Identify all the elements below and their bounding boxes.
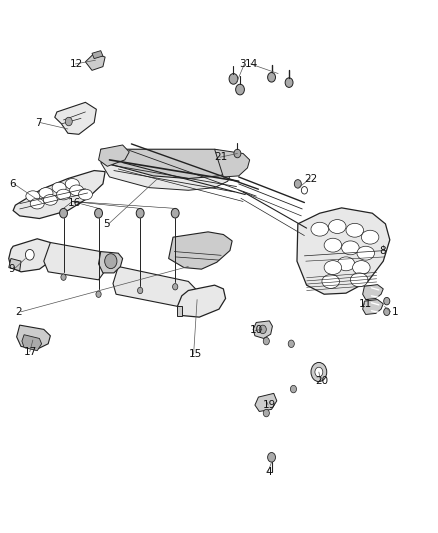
Ellipse shape: [65, 179, 79, 189]
Polygon shape: [101, 163, 232, 190]
Polygon shape: [99, 145, 129, 166]
Circle shape: [105, 254, 117, 269]
Ellipse shape: [346, 223, 364, 237]
Circle shape: [236, 84, 244, 95]
Polygon shape: [113, 266, 197, 308]
Circle shape: [268, 72, 276, 82]
Polygon shape: [9, 239, 55, 272]
Circle shape: [65, 117, 72, 126]
Text: 7: 7: [35, 118, 42, 127]
Circle shape: [25, 249, 34, 260]
Circle shape: [268, 453, 276, 462]
Ellipse shape: [324, 261, 342, 274]
Polygon shape: [255, 393, 277, 411]
Polygon shape: [363, 285, 383, 300]
Polygon shape: [17, 325, 50, 349]
Text: 10: 10: [250, 326, 263, 335]
Ellipse shape: [43, 195, 57, 205]
Text: 17: 17: [24, 347, 37, 357]
Circle shape: [285, 78, 293, 87]
Polygon shape: [177, 285, 226, 317]
Polygon shape: [92, 51, 103, 59]
Text: 21: 21: [215, 152, 228, 162]
Circle shape: [229, 74, 238, 84]
Text: 19: 19: [263, 400, 276, 410]
Text: 6: 6: [9, 179, 15, 189]
Text: 11: 11: [359, 299, 372, 309]
Circle shape: [259, 325, 266, 334]
Text: 3: 3: [239, 59, 245, 69]
Text: 22: 22: [304, 174, 318, 183]
Circle shape: [301, 187, 307, 194]
Polygon shape: [22, 335, 42, 351]
Text: 5: 5: [103, 219, 110, 229]
Ellipse shape: [39, 188, 53, 198]
Ellipse shape: [324, 238, 342, 252]
Polygon shape: [297, 208, 390, 294]
Circle shape: [60, 208, 67, 218]
Ellipse shape: [57, 189, 71, 200]
Circle shape: [138, 287, 143, 294]
Polygon shape: [253, 321, 272, 338]
Ellipse shape: [78, 189, 92, 200]
Polygon shape: [9, 259, 21, 271]
Text: 20: 20: [315, 376, 328, 386]
Polygon shape: [55, 102, 96, 134]
Circle shape: [61, 274, 66, 280]
Circle shape: [384, 297, 390, 305]
Ellipse shape: [342, 241, 359, 255]
Circle shape: [96, 291, 101, 297]
Text: 16: 16: [68, 198, 81, 207]
Polygon shape: [44, 243, 110, 280]
Ellipse shape: [353, 261, 370, 274]
Circle shape: [384, 308, 390, 316]
Ellipse shape: [30, 198, 44, 209]
Circle shape: [290, 385, 297, 393]
Ellipse shape: [52, 182, 66, 193]
Text: 2: 2: [15, 307, 22, 317]
Polygon shape: [99, 252, 123, 273]
Ellipse shape: [26, 191, 40, 201]
Ellipse shape: [361, 230, 379, 244]
Circle shape: [294, 180, 301, 188]
Text: 8: 8: [379, 246, 385, 255]
Text: 9: 9: [9, 264, 15, 274]
Circle shape: [136, 208, 144, 218]
Circle shape: [315, 367, 323, 377]
Polygon shape: [101, 149, 245, 179]
Ellipse shape: [350, 273, 368, 287]
Polygon shape: [177, 306, 182, 316]
Circle shape: [288, 340, 294, 348]
Ellipse shape: [337, 257, 355, 271]
Circle shape: [263, 337, 269, 345]
Circle shape: [311, 362, 327, 382]
Ellipse shape: [311, 222, 328, 236]
Text: 14: 14: [245, 59, 258, 69]
Text: 1: 1: [392, 307, 399, 317]
Text: 4: 4: [265, 467, 272, 477]
Polygon shape: [363, 300, 383, 314]
Ellipse shape: [357, 246, 374, 260]
Ellipse shape: [328, 220, 346, 233]
Text: 15: 15: [188, 350, 201, 359]
Polygon shape: [13, 171, 105, 219]
Circle shape: [95, 208, 102, 218]
Circle shape: [263, 409, 269, 417]
Text: 12: 12: [70, 59, 83, 69]
Circle shape: [234, 149, 241, 158]
Polygon shape: [169, 232, 232, 269]
Ellipse shape: [70, 185, 84, 196]
Polygon shape: [85, 53, 105, 70]
Polygon shape: [215, 149, 250, 177]
Circle shape: [171, 208, 179, 218]
Ellipse shape: [322, 274, 339, 288]
Circle shape: [173, 284, 178, 290]
